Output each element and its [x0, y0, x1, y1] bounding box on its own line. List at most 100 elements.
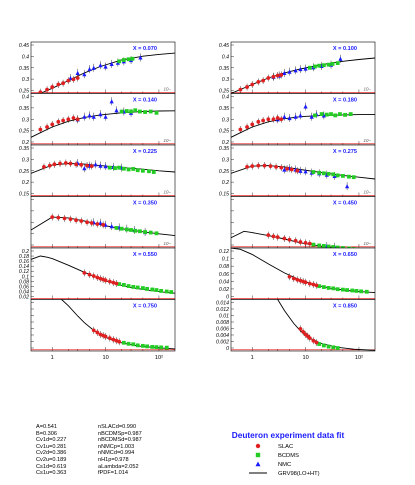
bcdms-point	[138, 109, 142, 114]
y-tick-label: 0.12	[19, 269, 29, 275]
bcdms-point	[340, 174, 345, 178]
panel-1: 0.45 0.4 0.35 0.3 0.25 X = 0.070 10−	[19, 41, 176, 95]
fit-parameter: A=0.541	[36, 424, 57, 430]
slac-point	[79, 162, 84, 167]
bcdms-point	[133, 228, 138, 233]
slac-point	[271, 117, 276, 122]
bcdms-point	[126, 57, 131, 62]
x-bin-label: X = 0.070	[133, 46, 157, 52]
y-tick-label: 0.3	[22, 117, 29, 123]
x-bin-label: X = 0.650	[333, 252, 357, 258]
slac-point	[314, 283, 319, 288]
nmc-point	[82, 166, 87, 171]
y-tick-label: 0	[226, 295, 229, 301]
slac-point	[50, 122, 55, 127]
y-tick-label: 0.18	[19, 254, 29, 260]
bcdms-point	[154, 110, 159, 115]
nmc-point	[82, 72, 87, 77]
x-tick-label: 1	[251, 355, 254, 361]
fit-parameter: B=0.306	[36, 430, 57, 437]
slac-point	[68, 161, 73, 166]
bcdms-point	[335, 61, 340, 66]
bcdms-point	[129, 109, 133, 114]
nmc-point	[138, 55, 143, 60]
corner-mark: 10−	[364, 138, 372, 143]
slac-point	[250, 122, 255, 127]
corner-mark: 10−	[164, 138, 172, 143]
fit-parameter: aLambda=2.052	[98, 463, 139, 470]
bcdms-point	[326, 171, 331, 176]
y-tick-label: 0.35	[219, 146, 229, 152]
slac-point	[238, 127, 243, 132]
slac-point	[287, 237, 292, 242]
x-bin-label: X = 0.550	[133, 252, 157, 258]
legend-label: GRV98(LO+HT)	[278, 471, 320, 477]
nmc-point	[282, 70, 287, 75]
slac-point	[74, 162, 78, 167]
slac-point	[298, 240, 303, 244]
y-tick-label: 0.2	[22, 140, 29, 146]
legend-item-nmc: NMC	[255, 461, 291, 468]
slac-point	[42, 164, 46, 169]
slac-point	[79, 219, 84, 223]
slac-point	[61, 118, 66, 123]
slac-point	[95, 222, 100, 226]
y-tick-label: 0.2	[222, 180, 229, 186]
bcdms-point	[321, 285, 326, 289]
y-tick-label: 0.4	[22, 54, 29, 60]
panel-7: X = 0.350 10−	[30, 196, 176, 249]
nmc-point	[293, 114, 298, 119]
slac-point	[303, 240, 308, 245]
y-tick-label: 0.3	[222, 117, 229, 123]
bcdms-point	[333, 113, 338, 118]
bcdms-point	[114, 226, 119, 230]
y-tick-label: 0.02	[219, 287, 229, 293]
slac-point	[95, 330, 100, 335]
nmc-point	[338, 56, 343, 61]
y-tick-label: 0.35	[219, 66, 229, 72]
bcdms-point	[121, 58, 126, 62]
panel-plot-area	[231, 230, 361, 248]
slac-point	[261, 78, 266, 83]
bcdms-point	[359, 289, 364, 294]
slac-point	[111, 280, 116, 285]
panel-plot-area	[231, 102, 375, 138]
slac-point	[107, 279, 112, 284]
y-tick-label: 0.25	[19, 129, 29, 135]
bcdms-point	[347, 174, 351, 179]
panel-plot-area	[38, 52, 175, 94]
slac-point	[245, 85, 249, 89]
slac-point	[95, 275, 100, 280]
y-tick-label: 0.3	[222, 77, 229, 83]
x-tick-label: 10	[302, 355, 308, 361]
slac-point	[311, 282, 316, 287]
bcdms-point	[154, 345, 159, 350]
bcdms-point	[154, 288, 159, 292]
nmc-point	[114, 108, 119, 113]
nmc-point	[75, 70, 80, 75]
fit-parameter: Cv1d=0.227	[36, 437, 67, 444]
x-bin-label: X = 0.100	[333, 46, 357, 52]
slac-point	[75, 117, 80, 122]
bcdms-point	[347, 246, 351, 248]
nmc-point	[282, 114, 287, 119]
nmc-point	[298, 168, 303, 173]
y-tick-label: 0.45	[19, 43, 29, 49]
slac-point	[271, 234, 276, 239]
legend: SLAC BCDMS NMC GRV98(LO+HT)	[249, 443, 320, 477]
slac-point	[56, 82, 61, 87]
slac-point	[266, 233, 271, 238]
bcdms-point	[326, 244, 331, 248]
bcdms-point	[354, 289, 359, 293]
y-tick-label: 0.014	[216, 301, 229, 307]
bcdms-point	[321, 171, 326, 176]
y-tick-label: 0.45	[219, 43, 229, 49]
bcdms-point	[131, 167, 136, 171]
slac-point	[261, 118, 266, 123]
slac-point	[307, 241, 312, 246]
bcdms-point	[331, 245, 336, 248]
slac-point	[117, 339, 122, 344]
slac-point	[56, 119, 61, 124]
slac-point	[250, 82, 255, 87]
bcdms-point	[351, 175, 356, 180]
